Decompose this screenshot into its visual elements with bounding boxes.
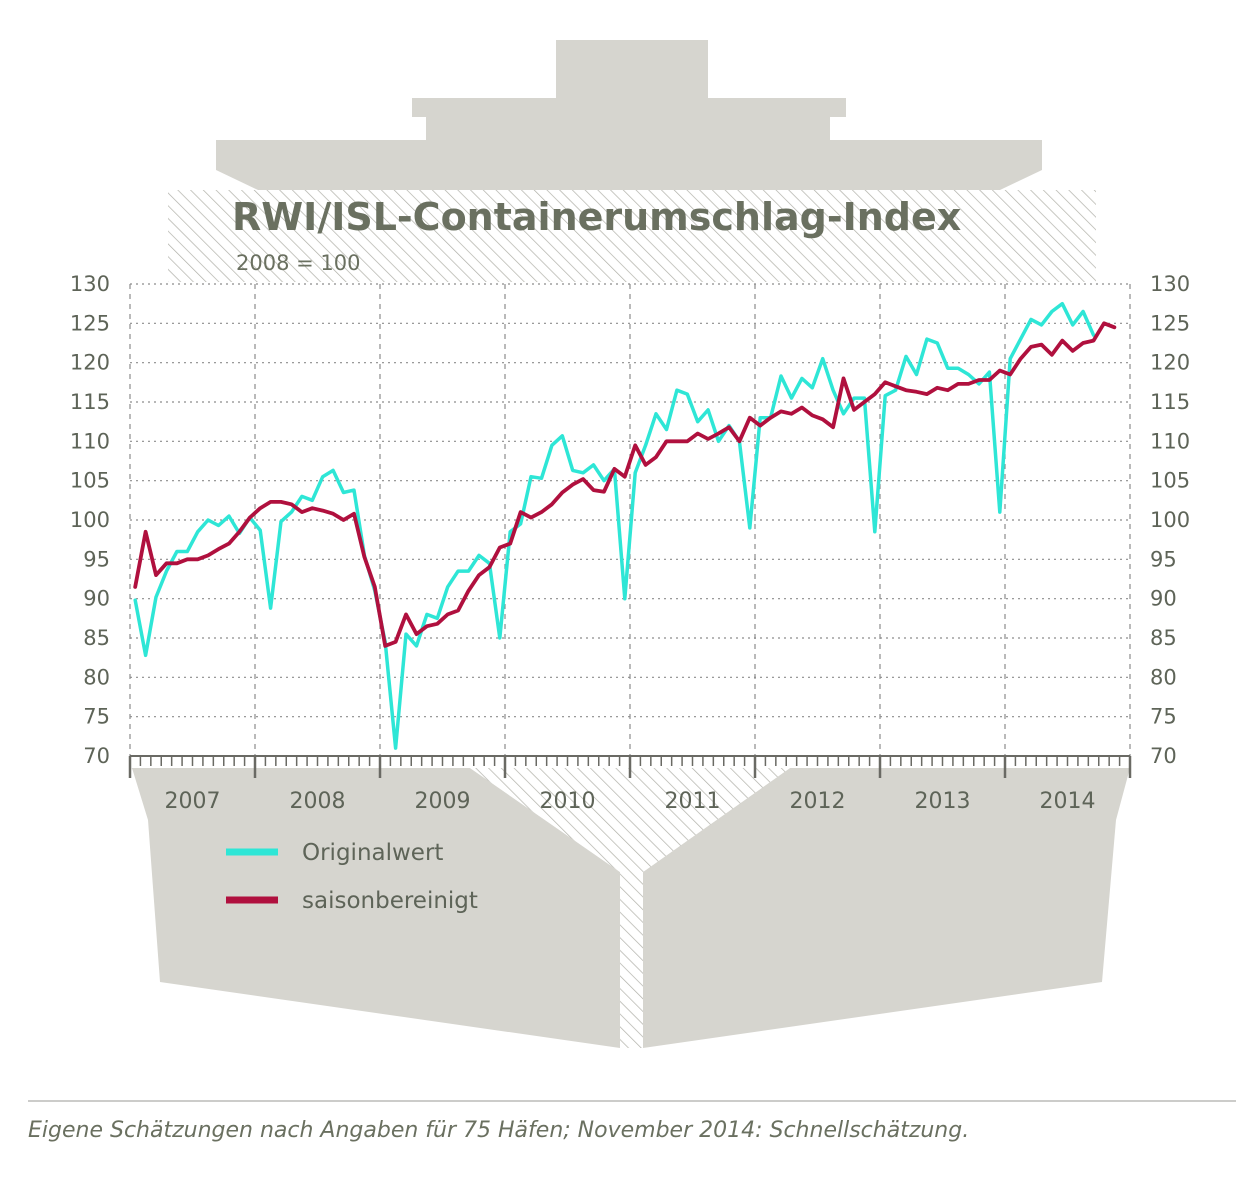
y-tick-right-130: 130 [1150,272,1190,296]
x-label-2013: 2013 [915,789,971,814]
y-tick-right-125: 125 [1150,311,1190,335]
x-label-2011: 2011 [665,789,721,814]
ship-hull-right [643,768,1130,1048]
chart-subtitle: 2008 = 100 [236,251,360,275]
y-tick-left-70: 70 [83,744,110,768]
y-tick-left-90: 90 [83,587,110,611]
footnote: Eigene Schätzungen nach Angaben für 75 H… [28,1118,970,1143]
y-tick-left-125: 125 [70,311,110,335]
ship-hull-left [132,768,620,1048]
y-tick-right-70: 70 [1150,744,1177,768]
x-label-2012: 2012 [790,789,846,814]
y-tick-left-120: 120 [70,351,110,375]
ship-hull-keel [470,768,790,872]
y-tick-right-85: 85 [1150,626,1177,650]
y-tick-right-90: 90 [1150,587,1177,611]
y-tick-left-95: 95 [83,547,110,571]
y-tick-left-100: 100 [70,508,110,532]
y-tick-left-110: 110 [70,429,110,453]
y-tick-left-85: 85 [83,626,110,650]
chart-title: RWI/ISL-Containerumschlag-Index [232,195,961,239]
y-tick-right-105: 105 [1150,469,1190,493]
y-tick-right-110: 110 [1150,429,1190,453]
ship-funnel [556,40,708,98]
y-axis-left: 70 75 80 85 90 95 100 105 110 115 120 125 130 [70,272,110,768]
series-line-saisonbereinigt [133,321,1117,648]
y-tick-right-115: 115 [1150,390,1190,414]
y-tick-right-95: 95 [1150,547,1177,571]
y-axis-right: 70 75 80 85 90 95 100 105 110 115 120 125 130 [1150,272,1190,768]
x-label-2007: 2007 [165,789,221,814]
x-label-2014: 2014 [1040,789,1096,814]
legend-label-originalwert: Originalwert [302,840,443,866]
ship-upper-deck [216,140,1042,190]
x-axis-years: 2007 2008 2009 2010 2011 2012 2013 2014 [165,789,1096,814]
legend-label-saisonbereinigt: saisonbereinigt [302,888,478,914]
y-tick-right-80: 80 [1150,665,1177,689]
series [133,301,1117,750]
y-tick-left-115: 115 [70,390,110,414]
legend: Originalwert saisonbereinigt [226,840,478,914]
ship-keel-stripe [620,872,643,1048]
y-tick-right-75: 75 [1150,705,1177,729]
x-label-2008: 2008 [290,789,346,814]
y-tick-right-120: 120 [1150,351,1190,375]
y-tick-left-105: 105 [70,469,110,493]
ship-bridge [412,98,846,140]
y-tick-left-75: 75 [83,705,110,729]
y-tick-left-130: 130 [70,272,110,296]
axes [128,755,1132,778]
ship-illustration [128,40,1134,1048]
x-label-2009: 2009 [415,789,471,814]
y-tick-right-100: 100 [1150,508,1190,532]
y-tick-left-80: 80 [83,665,110,689]
ship-title-deck [168,190,1096,282]
x-label-2010: 2010 [540,789,596,814]
